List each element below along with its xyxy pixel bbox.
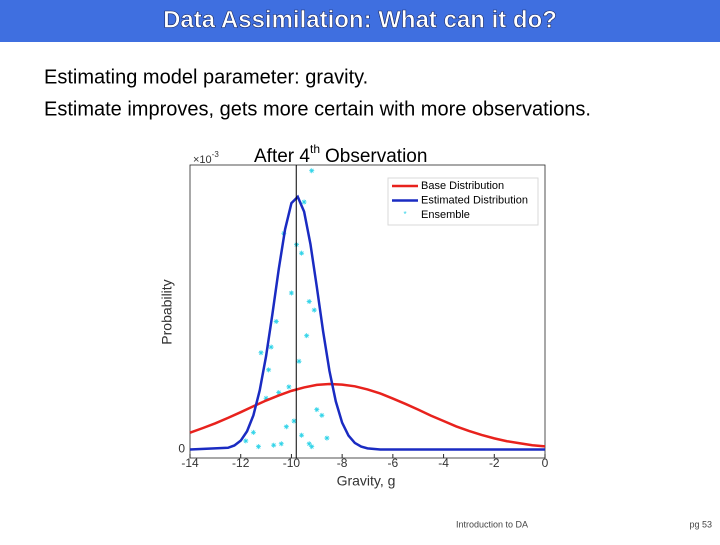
header-bar [0, 0, 720, 42]
legend-label: Ensemble [421, 209, 470, 221]
ensemble-point [288, 290, 294, 296]
chart-title-main: After 4 [254, 146, 310, 167]
slide-title: Data Assimilation: What can it do? [163, 6, 557, 33]
ensemble-point [319, 412, 325, 418]
curve [189, 382, 546, 448]
ensemble-point [324, 435, 330, 441]
y-tick-label: 0 [178, 442, 185, 456]
ensemble-point [278, 441, 284, 447]
footer-source: Introduction to DA [456, 519, 528, 529]
x-tick-label: -4 [438, 456, 449, 470]
x-tick-label: -2 [489, 456, 500, 470]
body-line: Estimate improves, gets more certain wit… [44, 98, 591, 120]
ensemble-point [263, 395, 269, 401]
ensemble-point [243, 438, 249, 444]
x-axis-label: Gravity, g [337, 473, 396, 489]
x-tick-label: -10 [283, 456, 301, 470]
ensemble-point [296, 358, 302, 364]
ensemble-point [299, 432, 305, 438]
legend-marker: * [403, 210, 406, 219]
chart-title-end: Observation [325, 146, 427, 167]
ensemble-point [304, 333, 310, 339]
footer-page: pg 53 [689, 519, 712, 529]
ensemble-point [314, 407, 320, 413]
ensemble-point [286, 384, 292, 390]
ensemble-point [309, 168, 315, 174]
ensemble-point [271, 442, 277, 448]
ensemble-point [276, 390, 282, 396]
ensemble-point [273, 318, 279, 324]
ensemble-point [268, 344, 274, 350]
ensemble-point [309, 444, 315, 450]
x-tick-label: -6 [388, 456, 399, 470]
ensemble-point [255, 444, 261, 450]
body-line: Estimating model parameter: gravity. [44, 66, 368, 88]
ensemble-point [258, 350, 264, 356]
chart-title-sup: th [310, 142, 320, 156]
ensemble-point [301, 199, 307, 205]
x-tick-label: 0 [542, 456, 549, 470]
y-multiplier: ×10-3 [193, 150, 219, 166]
y-exponent: -3 [212, 150, 220, 159]
chart-title: After 4th Observation [254, 142, 427, 167]
x-tick-label: -8 [337, 456, 348, 470]
ensemble-point [306, 299, 312, 305]
y-multiplier-base: ×10 [193, 154, 212, 166]
ensemble-point [250, 429, 256, 435]
plot: -14 -12 -10 -8 -6 -4 -2 0 0 Base Distribution Esti… [178, 164, 549, 470]
ensemble-point [291, 418, 297, 424]
x-tick-label: -12 [232, 456, 250, 470]
ensemble-point [299, 250, 305, 256]
legend-label: Base Distribution [421, 180, 504, 192]
curve [189, 194, 545, 451]
ensemble-point [311, 307, 317, 313]
legend-label: Estimated Distribution [421, 194, 528, 206]
x-tick-label: -14 [181, 456, 199, 470]
ensemble-point [266, 367, 272, 373]
ensemble-point [306, 441, 312, 447]
y-axis-label: Probability [159, 279, 175, 344]
ensemble-point [283, 424, 289, 430]
